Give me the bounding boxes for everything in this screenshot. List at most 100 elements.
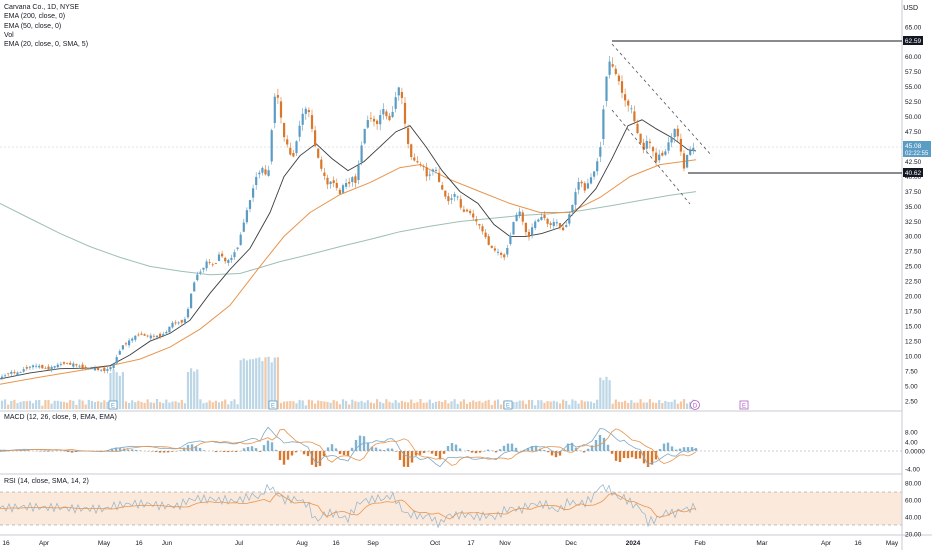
candle-body [320,159,323,169]
volume-bar [118,375,121,409]
price-tick-label: 37.50 [905,189,922,196]
candle-body [332,180,335,184]
ema200-line [0,191,697,276]
earnings-marker-upcoming[interactable]: E [739,400,749,410]
candle-body [605,76,608,101]
candle-body [419,164,422,165]
candle-body [97,367,100,370]
volume-bar [50,403,53,409]
macd-histogram-bar [378,449,382,451]
macd-histogram-bar [158,451,162,453]
volume-bar [44,400,47,409]
macd-histogram-bar [126,449,130,451]
candle-body [515,214,518,221]
indicator-ema20-label[interactable]: EMA (20, close, 0, SMA, 5) [4,41,89,49]
volume-bar [298,399,301,409]
chart-legend[interactable]: Carvana Co., 1D, NYSE EMA (200, close, 0… [4,3,88,49]
candle-body [558,223,562,228]
volume-bar [636,402,639,409]
candle-body [366,120,369,128]
candle-body [444,190,447,197]
candle-body [248,200,252,209]
earnings-marker[interactable]: E [268,400,278,410]
volume-bar [465,403,469,409]
candle-body [19,372,22,373]
volume-bar [196,369,199,409]
candle-body [28,366,31,368]
macd-histogram-bar [446,446,450,451]
macd-histogram-bar [166,451,170,453]
countdown-label: 02:22:55 [905,151,929,157]
volume-bar [22,401,25,409]
volume-bar [211,402,214,409]
dividend-marker[interactable]: D [690,400,700,410]
volume-bar [103,400,106,409]
macd-histogram-bar [398,451,402,460]
trend-channel-upper[interactable] [611,43,713,157]
price-tick-label: 5.00 [905,383,918,390]
volume-bar [633,402,636,409]
volume-bar [589,401,593,409]
svg-text:E: E [742,404,746,410]
candle-body [168,326,171,333]
rsi-band [0,492,902,525]
volume-bar [388,401,391,409]
earnings-marker[interactable]: E [108,400,118,410]
candle-body [469,210,472,214]
current-price-label: 45.08 [905,143,922,150]
macd-histogram-bar [162,451,166,453]
volume-bar [512,401,515,409]
volume-bar [403,401,407,409]
volume-bar [177,402,180,409]
volume-bar [100,402,103,409]
macd-title[interactable]: MACD (12, 26, close, 9, EMA, EMA) [4,414,117,421]
macd-histogram-bar [474,451,478,454]
volume-bar [496,399,500,409]
macd-histogram-bar [570,442,574,451]
macd-histogram-bar [606,444,610,451]
price-tick-label: 50.00 [905,114,922,121]
volume-bar [651,402,655,409]
rsi-title[interactable]: RSI (14, close, SMA, 14, 2) [4,478,89,485]
candle-body [75,364,78,366]
macd-histogram-bar [246,447,250,451]
candle-body [335,183,338,188]
macd-histogram-bar [550,451,554,456]
macd-histogram-bar [342,451,346,455]
volume-bar [230,401,233,409]
candle-body [50,366,53,371]
currency-label[interactable]: USD [903,5,918,12]
candle-body [472,213,475,218]
volume-bar [56,400,59,409]
candle-body [425,167,428,177]
price-tick-label: 12.50 [905,339,922,346]
time-tick-label: Apr [39,540,50,547]
candle-body [177,322,180,324]
candle-body [441,185,444,190]
volume-bar [639,399,642,409]
earnings-marker[interactable]: E [503,400,513,410]
volume-bar [329,402,332,409]
price-tick-label: 30.00 [905,234,922,241]
trend-channel-lower[interactable] [611,109,691,205]
volume-bar [555,401,558,409]
volume-bar [214,400,217,409]
indicator-ema200-label[interactable]: EMA (200, close, 0) [4,13,66,21]
volume-bar [221,401,224,409]
candle-body [496,251,500,253]
volume-bar [217,402,221,409]
volume-bar [326,401,329,409]
candle-body [379,115,382,125]
indicator-ema50-label[interactable]: EMA (50, close, 0) [4,22,62,30]
macd-histogram-bar [190,444,194,451]
candle-body [434,169,438,171]
volume-bar [515,401,518,409]
candle-body [128,340,131,346]
price-tick-label: 7.50 [905,368,918,375]
candle-body [642,142,645,150]
candle-body [152,335,155,337]
time-tick-label: Jul [235,540,244,547]
macd-histogram-bar [682,447,686,451]
indicator-volume-label[interactable]: Vol [4,31,14,39]
